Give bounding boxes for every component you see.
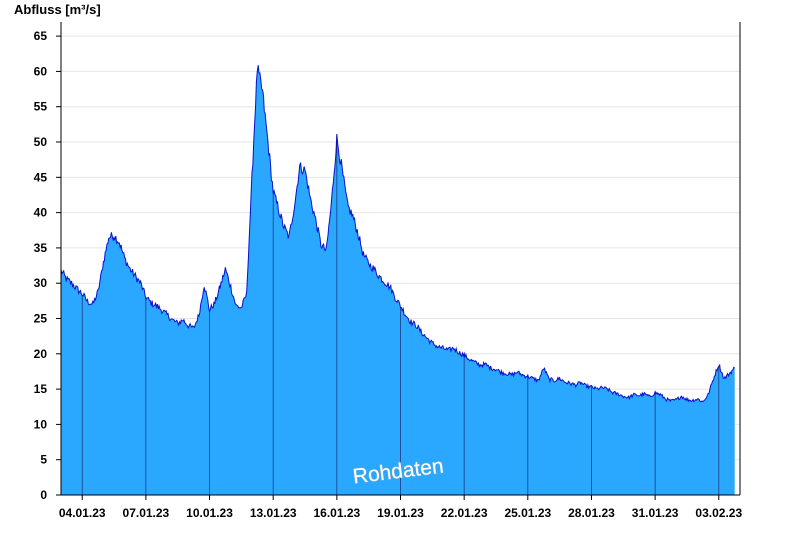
y-tick-label: 35	[34, 241, 48, 255]
y-tick-label: 5	[40, 453, 47, 467]
x-tick-label: 31.01.23	[632, 506, 679, 520]
y-tick-label: 20	[34, 347, 48, 361]
x-ticks: 04.01.23 07.01.23 10.01.23 13.01.23 16.01.23…	[59, 495, 742, 520]
y-tick-label: 45	[34, 170, 48, 184]
x-tick-label: 13.01.23	[250, 506, 297, 520]
x-tick-label: 10.01.23	[186, 506, 233, 520]
x-tick-label: 25.01.23	[504, 506, 551, 520]
y-tick-label: 60	[34, 64, 48, 78]
x-tick-label: 28.01.23	[568, 506, 615, 520]
x-tick-label: 07.01.23	[123, 506, 170, 520]
y-ticks: 0 5 10 15 20 25 30 35 40 45 50 55 60 65	[34, 29, 61, 502]
y-axis-title: Abfluss [m³/s]	[14, 2, 101, 17]
x-tick-label: 22.01.23	[441, 506, 488, 520]
y-tick-label: 40	[34, 206, 48, 220]
discharge-area	[61, 65, 735, 495]
y-tick-label: 0	[40, 488, 47, 502]
y-tick-label: 55	[34, 100, 48, 114]
x-tick-label: 04.01.23	[59, 506, 106, 520]
x-tick-label: 19.01.23	[377, 506, 424, 520]
y-tick-label: 30	[34, 276, 48, 290]
x-tick-label: 03.02.23	[695, 506, 742, 520]
y-tick-label: 15	[34, 382, 48, 396]
day-dividers	[81, 134, 720, 495]
y-tick-label: 25	[34, 312, 48, 326]
x-tick-label: 16.01.23	[313, 506, 360, 520]
y-tick-label: 65	[34, 29, 48, 43]
y-tick-label: 50	[34, 135, 48, 149]
watermark-text: Rohdaten	[352, 455, 445, 489]
y-tick-label: 10	[34, 417, 48, 431]
discharge-line	[60, 65, 735, 403]
